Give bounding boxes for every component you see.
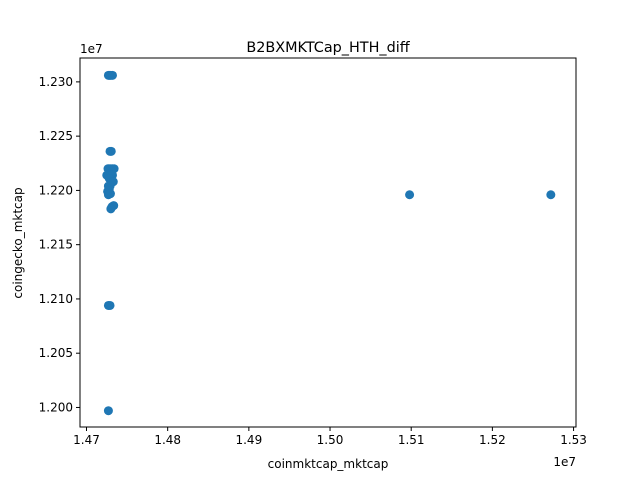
y-axis-label: coingecko_mktcap bbox=[11, 187, 25, 298]
data-point bbox=[105, 189, 115, 199]
y-tick-label: 1.220 bbox=[39, 183, 73, 197]
y-axis-ticks: 1.200 1.205 1.210 1.215 1.220 1.225 1.230 bbox=[39, 75, 80, 414]
x-axis-ticks: 1.47 1.48 1.49 1.50 1.51 1.52 1.53 bbox=[73, 427, 587, 447]
data-points bbox=[102, 70, 556, 416]
data-point bbox=[105, 300, 115, 310]
x-tick-label: 1.51 bbox=[398, 433, 425, 447]
y-tick-label: 1.230 bbox=[39, 75, 73, 89]
y-tick-label: 1.205 bbox=[39, 346, 73, 360]
y-tick-label: 1.210 bbox=[39, 292, 73, 306]
data-point bbox=[405, 190, 415, 200]
data-point bbox=[106, 146, 116, 156]
x-tick-label: 1.48 bbox=[154, 433, 181, 447]
y-tick-label: 1.225 bbox=[39, 129, 73, 143]
x-tick-label: 1.50 bbox=[317, 433, 344, 447]
data-point bbox=[546, 190, 556, 200]
y-axis-offset-label: 1e7 bbox=[80, 42, 103, 56]
x-tick-label: 1.52 bbox=[479, 433, 506, 447]
x-tick-label: 1.53 bbox=[560, 433, 587, 447]
chart-title: B2BXMKTCap_HTH_diff bbox=[246, 40, 410, 56]
y-tick-label: 1.215 bbox=[39, 238, 73, 252]
y-tick-label: 1.200 bbox=[39, 400, 73, 414]
x-tick-label: 1.49 bbox=[235, 433, 262, 447]
data-point bbox=[107, 70, 117, 80]
x-tick-label: 1.47 bbox=[73, 433, 100, 447]
data-point bbox=[103, 406, 113, 416]
x-axis-offset-label: 1e7 bbox=[553, 455, 576, 469]
x-axis-label: coinmktcap_mktcap bbox=[268, 457, 389, 471]
data-point bbox=[106, 204, 116, 214]
plot-area-frame bbox=[79, 57, 577, 428]
